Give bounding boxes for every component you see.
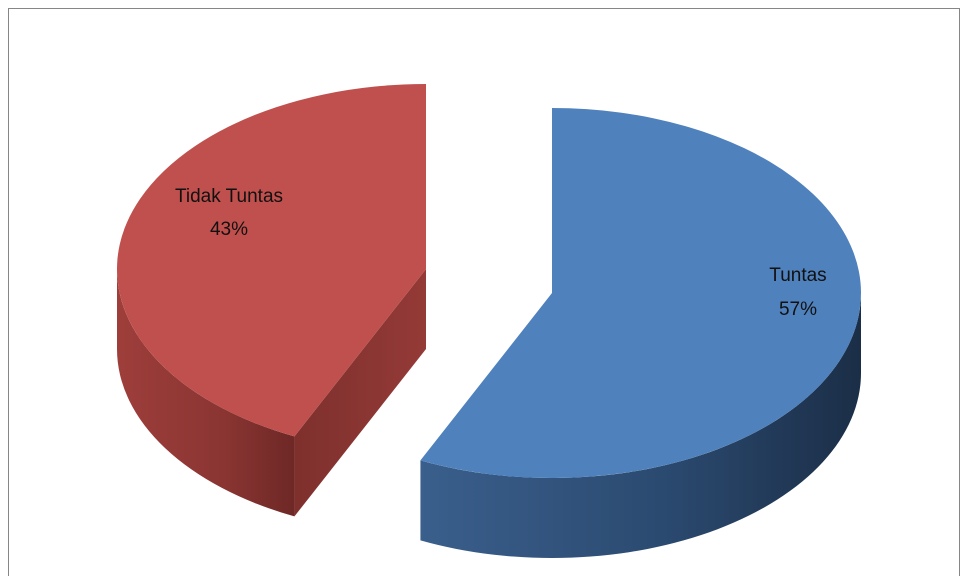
pie-slice-top-tuntas (420, 108, 861, 479)
slice-label-percent-tuntas: 57% (779, 299, 817, 320)
pie-slice-tidak-tuntas (117, 84, 426, 517)
pie-slice-side-tidak-tuntas (117, 269, 295, 517)
slice-label-name-tidak-tuntas: Tidak Tuntas (175, 186, 283, 207)
slice-label-percent-tidak-tuntas: 43% (210, 219, 248, 240)
pie-slice-cut-tidak-tuntas (294, 269, 426, 517)
slice-label-name-tuntas: Tuntas (769, 265, 826, 286)
pie-slice-tuntas (420, 108, 861, 559)
pie-slice-side-tuntas (420, 293, 861, 559)
pie-slice-top-tidak-tuntas (117, 84, 426, 437)
